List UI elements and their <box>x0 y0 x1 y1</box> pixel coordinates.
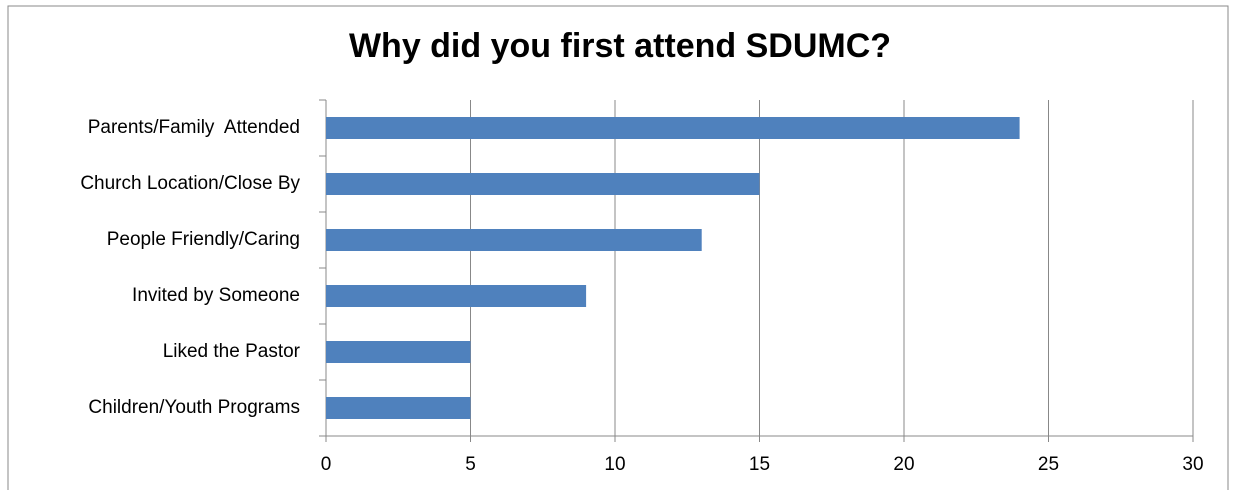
y-tick-label: Parents/Family Attended <box>88 117 300 138</box>
y-tick-label: Children/Youth Programs <box>88 397 300 418</box>
x-tick-label: 20 <box>893 454 914 475</box>
bar <box>326 285 587 307</box>
x-tick-label: 10 <box>604 454 625 475</box>
x-tick-label: 25 <box>1038 454 1059 475</box>
y-tick-label: Church Location/Close By <box>80 173 300 194</box>
y-tick-label: Liked the Pastor <box>163 341 301 362</box>
bar <box>326 341 471 363</box>
y-tick-label: Invited by Someone <box>132 285 300 306</box>
bar <box>326 117 1020 139</box>
x-tick-label: 0 <box>321 454 332 475</box>
y-tick-label: People Friendly/Caring <box>107 229 300 250</box>
x-tick-label: 15 <box>749 454 770 475</box>
chart-title: Why did you first attend SDUMC? <box>349 27 891 65</box>
bar <box>326 173 760 195</box>
bar <box>326 397 471 419</box>
x-tick-label: 30 <box>1182 454 1203 475</box>
bar <box>326 229 702 251</box>
x-tick-label: 5 <box>465 454 476 475</box>
